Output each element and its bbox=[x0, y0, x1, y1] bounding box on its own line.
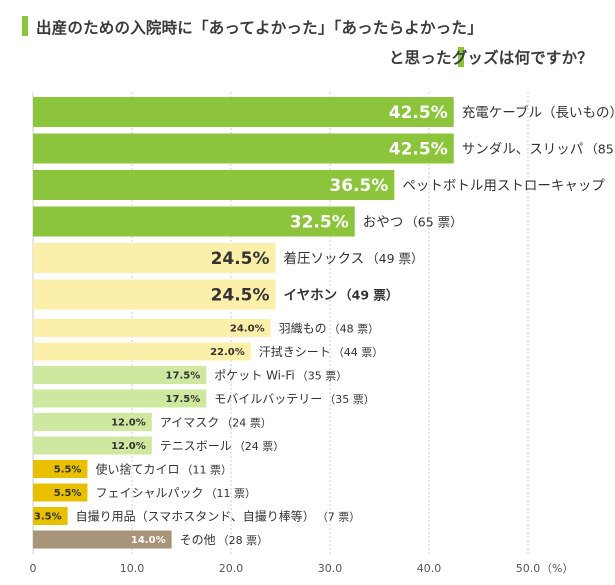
bar-category-label: サンダル、スリッパ bbox=[462, 141, 584, 157]
bar-category-label: ペットボトル用ストローキャップ bbox=[402, 178, 605, 194]
bar-category-label: 使い捨てカイロ bbox=[95, 461, 179, 476]
bar-value-label: 17.5% bbox=[166, 371, 201, 382]
bar bbox=[33, 279, 276, 310]
bar-category-label: テニスボール bbox=[160, 439, 232, 453]
bar-category-label: 自撮り用品（スマホスタンド、自撮り棒等） bbox=[76, 509, 315, 523]
bar-votes-label: （24 票） bbox=[234, 440, 284, 453]
bar-votes-label: （35 票） bbox=[324, 393, 375, 406]
bar-category-label: フェイシャルパック bbox=[95, 486, 203, 500]
bar-value-label: 42.5% bbox=[389, 140, 448, 160]
bar-value-label: 14.0% bbox=[131, 535, 166, 546]
bar bbox=[33, 460, 88, 478]
bar-value-label: 5.5% bbox=[54, 465, 82, 476]
bar bbox=[33, 243, 276, 273]
bar-value-label: 5.5% bbox=[54, 488, 82, 499]
bar bbox=[33, 97, 454, 127]
bar-value-label: 24.5% bbox=[211, 286, 270, 306]
bar-votes-label: （48 票） bbox=[329, 322, 380, 335]
bar bbox=[33, 366, 207, 384]
bar-votes-label: （28 票） bbox=[218, 534, 269, 547]
bar-category-label: ポケット Wi-Fi bbox=[214, 368, 294, 382]
bar bbox=[33, 133, 454, 164]
bar-value-label: 12.0% bbox=[111, 418, 146, 429]
bar-votes-label: （49 票） bbox=[366, 251, 423, 266]
bar-category-label: 汗拭きシート bbox=[259, 345, 331, 359]
bar-votes-label: （44 票） bbox=[333, 346, 384, 359]
bar-votes-label: （65 票） bbox=[405, 214, 462, 229]
bar-value-label: 42.5% bbox=[389, 103, 448, 123]
bar bbox=[33, 170, 395, 200]
bar bbox=[33, 319, 271, 337]
bar bbox=[33, 507, 68, 525]
bar-votes-label: （24 票） bbox=[221, 416, 271, 429]
x-tick-label: 40.0 bbox=[417, 562, 442, 575]
bar-category-label: アイマスク bbox=[160, 415, 219, 429]
bar bbox=[33, 342, 251, 361]
bar-category-label: 着圧ソックス bbox=[284, 250, 365, 267]
bar-votes-label: （35 票） bbox=[297, 369, 348, 382]
bar bbox=[33, 413, 152, 431]
x-unit-label: （%） bbox=[541, 562, 573, 575]
title-accent-bar-2 bbox=[458, 47, 464, 67]
bar-value-label: 24.5% bbox=[211, 249, 270, 269]
bar bbox=[33, 206, 355, 237]
bar-category-label: イヤホン bbox=[284, 287, 338, 303]
x-tick-label: 50.0 bbox=[516, 562, 541, 575]
title-accent-bar bbox=[22, 16, 28, 36]
chart-title-line-2: と思ったグッズは何ですか？ bbox=[388, 49, 593, 67]
bar-value-label: 3.5% bbox=[34, 512, 62, 523]
x-tick-label: 10.0 bbox=[120, 562, 145, 575]
bar-category-label: おやつ bbox=[363, 214, 404, 230]
bar-category-label: モバイルバッテリー bbox=[214, 392, 322, 406]
bar-votes-label: （73 票） bbox=[607, 178, 615, 193]
bar-value-label: 32.5% bbox=[290, 213, 349, 233]
bar-value-label: 22.0% bbox=[210, 347, 245, 358]
x-tick-label: 30.0 bbox=[318, 562, 343, 575]
bar-votes-label: （7 票） bbox=[317, 510, 361, 523]
bar-value-label: 12.0% bbox=[111, 441, 146, 452]
bar bbox=[33, 436, 152, 455]
bar-category-label: 充電ケーブル（長いもの） bbox=[462, 104, 615, 121]
bar-votes-label: （11 票） bbox=[205, 487, 256, 500]
x-tick-label: 0 bbox=[30, 562, 37, 575]
bar-category-label: 羽織もの bbox=[279, 321, 327, 335]
bar-value-label: 36.5% bbox=[329, 176, 388, 196]
bar-category-label: その他 bbox=[180, 533, 216, 547]
bar-votes-label: （11 票） bbox=[181, 463, 232, 476]
bar bbox=[33, 483, 88, 502]
bar-value-label: 17.5% bbox=[166, 394, 201, 405]
x-tick-label: 20.0 bbox=[219, 562, 244, 575]
bar-value-label: 24.0% bbox=[230, 324, 265, 335]
chart-title-line-1: 出産のための入院時に「あってよかった」「あったらよかった」 bbox=[36, 19, 483, 37]
bar-votes-label: （85 票） bbox=[585, 141, 615, 156]
bar bbox=[33, 530, 172, 549]
bar bbox=[33, 389, 207, 408]
bar-votes-label: （49 票） bbox=[339, 287, 398, 302]
